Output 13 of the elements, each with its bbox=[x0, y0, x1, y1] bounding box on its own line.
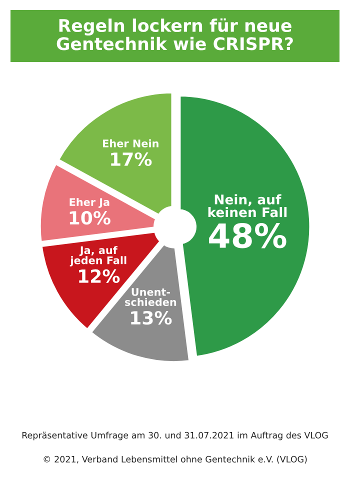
data-label: 17% bbox=[111, 152, 152, 166]
data-label: 13% bbox=[131, 310, 172, 325]
text: © 2021, Verband Lebensmittel ohne Gentechnik e.V. (VLOG) bbox=[44, 456, 307, 464]
slice-label: Ja, auf jeden Fall bbox=[70, 246, 126, 266]
text: Repräsentative Umfrage am 30. und 31.07.2021 im Auftrag des VLOG bbox=[22, 432, 328, 440]
slice-label: Eher Ja bbox=[70, 198, 110, 208]
data-label: 10% bbox=[70, 210, 110, 225]
data-label: 48% bbox=[209, 223, 286, 248]
slice-label: Eher Nein bbox=[103, 139, 158, 148]
data-label: 12% bbox=[79, 269, 120, 283]
chart-title: Regeln lockern für neue Gentechnik wie CRISPR? bbox=[56, 18, 293, 50]
slice-label: Unent- schieden bbox=[125, 288, 176, 306]
slice-label: Nein, auf keinen Fall bbox=[208, 194, 287, 218]
